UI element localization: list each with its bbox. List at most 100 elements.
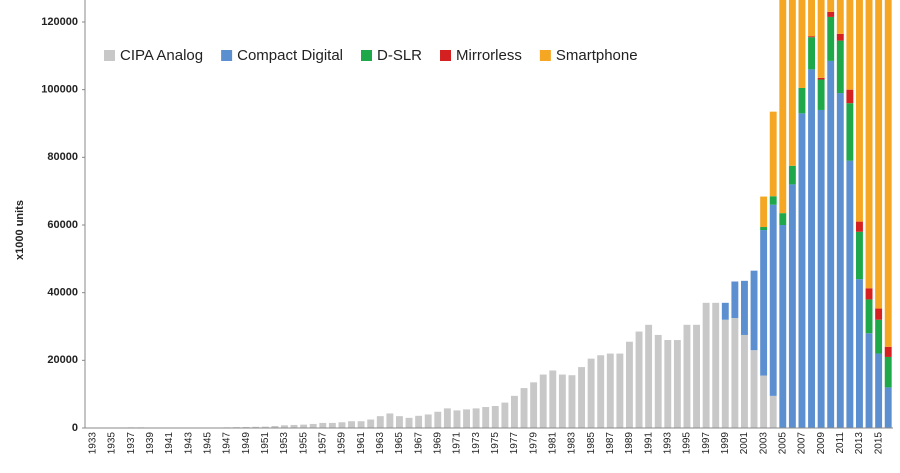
bar-segment: [511, 395, 518, 428]
bar-segment: [424, 414, 432, 428]
bar-segment: [827, 60, 835, 428]
x-tick-label: 1953: [279, 432, 290, 455]
y-tick-label: 80000: [47, 151, 78, 163]
bar-segment: [875, 353, 883, 428]
bar-segment: [530, 382, 538, 428]
x-tick-label: 2007: [797, 432, 808, 455]
y-tick-label: 120000: [41, 16, 78, 28]
y-tick-label: 20000: [47, 354, 78, 366]
y-tick-label: 0: [72, 422, 78, 434]
bar-segment: [817, 0, 825, 78]
x-tick-label: 1969: [432, 432, 443, 455]
bar-segment: [884, 346, 892, 357]
bar-segment: [453, 410, 461, 428]
x-tick-label: 1999: [720, 432, 731, 455]
bar-segment: [741, 334, 748, 428]
bar-segment: [846, 160, 854, 428]
bar-segment: [673, 340, 681, 428]
x-tick-label: 1957: [317, 432, 328, 455]
bar-segment: [252, 426, 260, 428]
x-tick-label: 1943: [183, 432, 194, 455]
bar-segment: [836, 40, 844, 94]
x-tick-label: 2005: [777, 432, 788, 455]
y-tick-label: 40000: [47, 287, 78, 299]
x-tick-label: 1951: [260, 432, 271, 455]
x-tick-label: 2001: [739, 432, 750, 455]
y-tick-label: 100000: [41, 84, 78, 96]
bar-segment: [760, 375, 768, 428]
bar-segment: [731, 318, 739, 428]
bar-segment: [769, 204, 777, 396]
x-tick-label: 1933: [87, 432, 98, 455]
bar-segment: [817, 79, 825, 110]
bar-segment: [597, 355, 605, 428]
plot-area: [89, 0, 892, 428]
bar-segment: [242, 426, 250, 428]
x-tick-label: 1961: [356, 432, 367, 455]
bar-segment: [558, 374, 566, 428]
bar-segment: [760, 230, 768, 376]
legend-label: CIPA Analog: [120, 47, 203, 64]
x-tick-label: 1971: [452, 432, 463, 455]
bar-segment: [779, 224, 787, 428]
bar-segment: [827, 0, 835, 12]
bar-segment: [491, 406, 499, 428]
bar-segment: [472, 408, 480, 428]
bar-segment: [405, 417, 413, 428]
bar-segment: [827, 11, 835, 17]
bar-segment: [309, 423, 317, 428]
bar-segment: [798, 113, 806, 428]
bar-segment: [808, 36, 815, 38]
x-tick-label: 1973: [471, 432, 482, 455]
bar-segment: [788, 184, 796, 428]
bar-segment: [856, 231, 863, 280]
x-tick-label: 2013: [854, 432, 865, 455]
legend-swatch: [440, 50, 452, 61]
bar-segment: [281, 425, 288, 428]
bar-segment: [856, 0, 863, 222]
bar-segment: [856, 279, 863, 428]
bar-segment: [750, 270, 758, 351]
bar-segment: [396, 416, 403, 428]
bar-segment: [482, 407, 490, 428]
bar-segment: [290, 424, 298, 428]
bar-segment: [817, 109, 825, 428]
bar-segment: [884, 387, 892, 428]
y-tick-label: 60000: [47, 219, 78, 231]
x-tick-label: 1989: [624, 432, 635, 455]
x-tick-label: 1987: [605, 432, 616, 455]
bar-segment: [300, 424, 308, 428]
legend-label: Compact Digital: [237, 47, 343, 64]
bar-segment: [568, 375, 576, 428]
bar-segment: [856, 221, 863, 232]
bar-segment: [865, 333, 873, 428]
bar-segment: [693, 324, 700, 428]
x-tick-label: 1991: [643, 432, 654, 455]
bar-segment: [798, 0, 806, 88]
bar-segment: [702, 302, 710, 428]
legend-label: Mirrorless: [456, 47, 522, 64]
bar-segment: [846, 103, 854, 161]
bar-segment: [271, 425, 279, 428]
bar-segment: [865, 299, 873, 334]
bar-segment: [683, 324, 691, 428]
bar-segment: [760, 227, 768, 231]
bar-segment: [328, 422, 336, 428]
x-tick-label: 1947: [222, 432, 233, 455]
bar-segment: [664, 340, 672, 428]
bar-segment: [779, 0, 787, 214]
bar-segment: [319, 422, 327, 428]
bar-segment: [817, 77, 825, 80]
bar-segment: [769, 395, 777, 428]
y-axis-title: x1000 units: [14, 200, 26, 260]
bar-segment: [750, 350, 758, 428]
bar-segment: [836, 93, 844, 428]
x-tick-label: 1993: [662, 432, 673, 455]
bar-segment: [721, 319, 729, 428]
bar-segment: [798, 87, 806, 114]
legend-label: D-SLR: [377, 47, 422, 64]
bar-segment: [760, 196, 768, 228]
bar-segment: [376, 416, 384, 428]
x-tick-label: 1995: [682, 432, 693, 455]
